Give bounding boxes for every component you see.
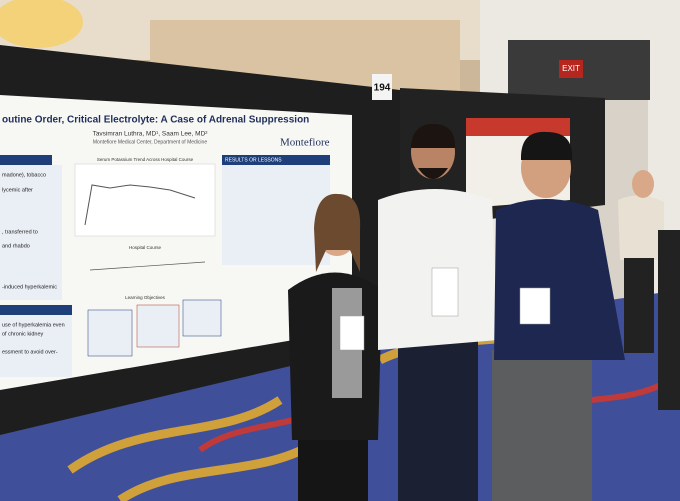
timeline-title: Hospital Course [129, 245, 162, 250]
objectives-title: Learning Objectives [125, 295, 166, 300]
poster-chart [74, 163, 216, 237]
person-left [288, 193, 382, 501]
left-column [0, 165, 62, 300]
timeline [89, 261, 206, 271]
poster-right-header [466, 118, 570, 136]
left-fragment: lycemic after [2, 187, 33, 193]
left-text: madone), tobacco lycemic after , transferr… [2, 172, 65, 355]
person-background [618, 170, 680, 410]
left-column [0, 315, 72, 377]
person-middle [378, 124, 498, 501]
chart-title: Serum Potassium Trend Across Hospital Co… [97, 157, 194, 162]
left-fragment: -induced hyperkalemic [2, 284, 57, 290]
objective-box [136, 304, 180, 348]
exit-sign [559, 60, 583, 78]
results-column [222, 165, 330, 265]
left-fragment: , transferred to [2, 229, 38, 235]
person-right [492, 131, 625, 501]
left-fragment: of chronic kidney [2, 331, 44, 337]
left-fragment: madone), tobacco [2, 172, 46, 178]
results-heading: RESULTS OR LESSONS [225, 157, 282, 163]
poster-logo: Montefiore [280, 137, 330, 149]
poster-title: outine Order, Critical Electrolyte: A Ca… [2, 115, 309, 126]
board-number: 194 [374, 83, 391, 94]
chart-line [84, 184, 196, 226]
exit-text: EXIT [562, 64, 580, 73]
chandelier [0, 0, 83, 48]
left-fragment: and rhabdo [2, 243, 30, 249]
results-header-bg [222, 155, 330, 165]
objective-box [87, 309, 133, 357]
left-fragment: essment to avoid over- [2, 349, 58, 355]
objective-box [182, 299, 222, 337]
section-header [0, 305, 72, 315]
left-fragment: use of hyperkalemia even [2, 322, 65, 328]
board-number-card [372, 74, 392, 100]
poster-affiliation: Montefiore Medical Center, Department of… [93, 139, 207, 145]
section-header [0, 155, 52, 165]
poster-authors: Tavsimran Luthra, MD¹, Saam Lee, MD² [93, 131, 209, 138]
